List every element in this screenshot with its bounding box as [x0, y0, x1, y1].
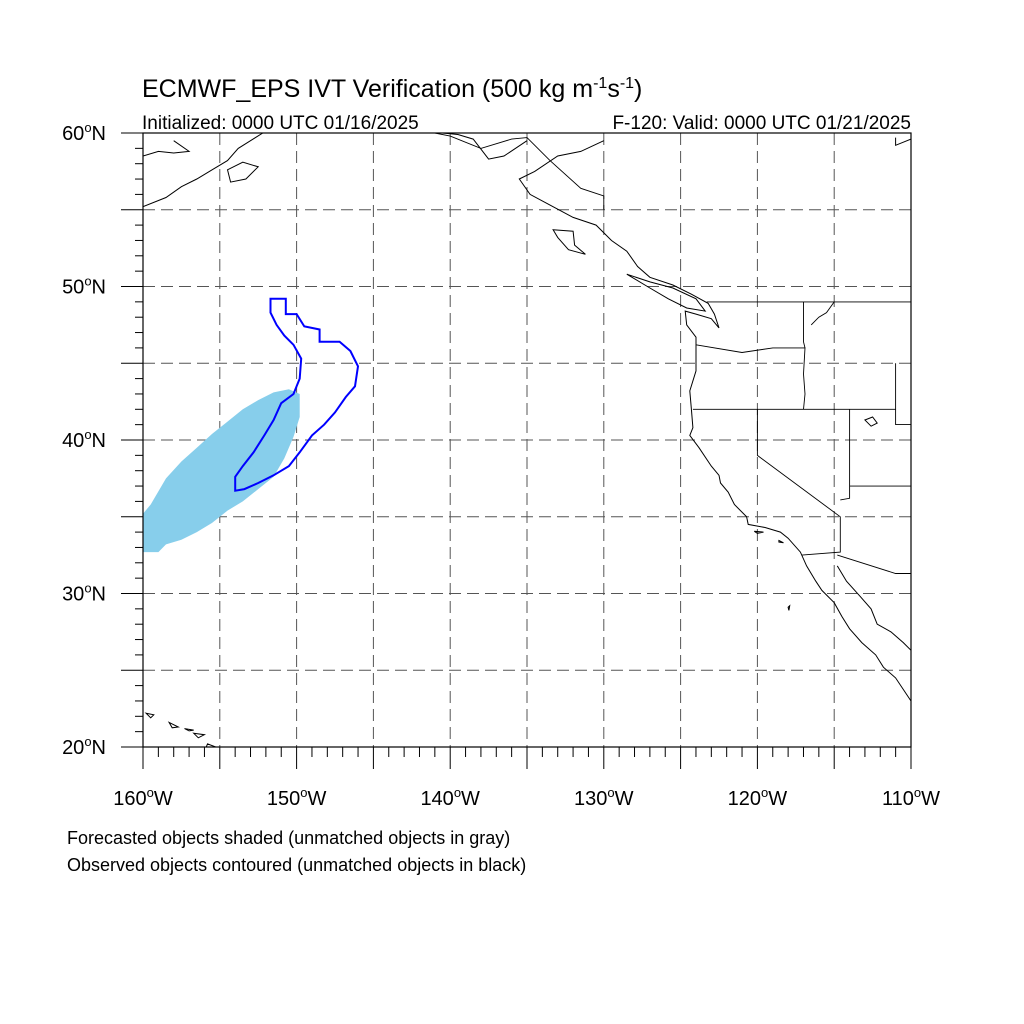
island-7	[192, 732, 207, 739]
island-1	[552, 229, 586, 255]
border-5	[756, 409, 841, 556]
title-unit-sup2: -1	[620, 75, 634, 92]
lon-label-120: 120oW	[728, 785, 788, 810]
lat-label-20: 20oN	[62, 734, 106, 759]
observed-objects	[234, 297, 360, 492]
forecast-objects	[143, 389, 300, 553]
political-borders	[434, 133, 911, 574]
border-2	[695, 344, 806, 410]
axis-labels: 20oN 30oN 40oN 50oN 60oN 160oW 150oW 140oW 130oW…	[62, 120, 940, 810]
caption-observed: Observed objects contoured (unmatched ob…	[67, 855, 526, 875]
lon-label-150: 150oW	[267, 785, 327, 810]
lat-label-30: 30oN	[62, 581, 106, 606]
title-unit-sup1: -1	[593, 75, 607, 92]
caption-forecast: Forecasted objects shaded (unmatched obj…	[67, 828, 510, 848]
initialized-label: Initialized: 0000 UTC 01/16/2025	[142, 113, 419, 134]
coastline-5	[143, 133, 264, 208]
island-4	[754, 530, 764, 534]
lat-label-40: 40oN	[62, 427, 106, 452]
lon-label-140: 140oW	[420, 785, 480, 810]
island-11	[864, 416, 878, 427]
coastline-2	[442, 133, 528, 160]
lon-label-110: 110oW	[882, 785, 940, 810]
lat-label-50: 50oN	[62, 274, 106, 299]
island-3	[778, 539, 784, 544]
title-main: ECMWF_EPS IVT Verification (500 kg m	[142, 75, 593, 103]
island-0	[226, 161, 260, 183]
coastline-3	[895, 137, 911, 147]
island-9	[167, 721, 180, 729]
lat-label-60: 60oN	[62, 120, 106, 145]
border-1	[434, 133, 605, 210]
observed-object-contour	[234, 297, 360, 492]
island-8	[184, 728, 194, 732]
coastlines	[143, 133, 911, 747]
coastline-1	[836, 565, 911, 651]
axis-ticks	[121, 132, 912, 769]
map-plot-area	[143, 133, 911, 747]
island-10	[144, 712, 155, 719]
valid-label: F-120: Valid: 0000 UTC 01/21/2025	[612, 113, 911, 134]
forecast-object	[143, 389, 300, 553]
coastline-4	[143, 140, 191, 157]
border-9	[837, 554, 911, 574]
lon-label-130: 130oW	[574, 785, 634, 810]
lon-label-160: 160oW	[113, 785, 173, 810]
island-2	[626, 273, 707, 312]
title-close: )	[634, 75, 642, 103]
gridlines	[143, 133, 911, 747]
border-10	[810, 301, 835, 326]
island-5	[787, 604, 791, 611]
figure-title: ECMWF_EPS IVT Verification (500 kg m-1s-…	[142, 75, 642, 103]
border-6	[840, 409, 851, 501]
title-unit-mid: s	[607, 75, 620, 103]
border-3	[803, 301, 806, 349]
border-7	[895, 363, 911, 426]
coastline-0	[518, 140, 911, 702]
